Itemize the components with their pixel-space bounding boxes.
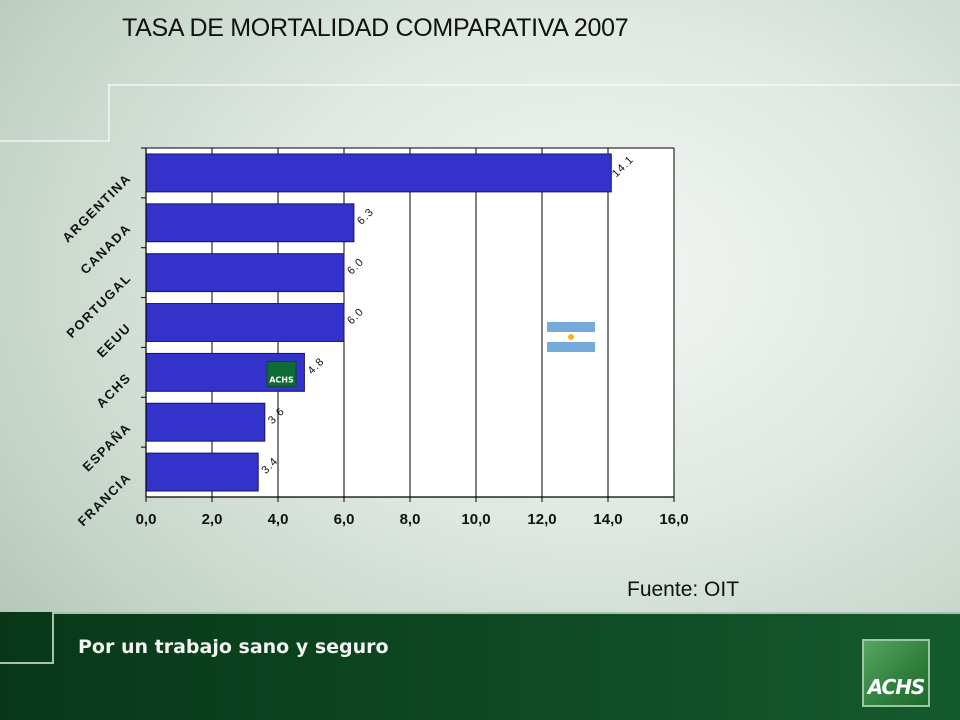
bar: [145, 253, 345, 293]
achs-badge-text: ACHS: [269, 375, 294, 384]
achs-badge: ACHS: [266, 360, 297, 387]
x-tick-label: 4,0: [268, 511, 289, 528]
bar: [145, 402, 266, 442]
bar: [145, 153, 612, 193]
decorative-line: [0, 140, 108, 142]
achs-badge-box: [266, 360, 297, 387]
flag-stripe-bottom: [547, 342, 595, 352]
source-note: Fuente: OIT: [627, 578, 740, 601]
category-label: ACHS: [93, 370, 134, 411]
achs-logo: ACHS: [862, 639, 930, 707]
x-tick-label: 2,0: [202, 511, 223, 528]
decorative-line: [108, 84, 110, 142]
argentina-flag: [547, 322, 595, 352]
x-tick-label: 16,0: [659, 511, 688, 528]
footer-tagline: Por un trabajo sano y seguro: [78, 636, 389, 658]
bar: [145, 303, 345, 342]
chart-title: TASA DE MORTALIDAD COMPARATIVA 2007: [122, 14, 629, 42]
x-tick-label: 12,0: [527, 511, 556, 528]
logo-text: ACHS: [867, 675, 926, 699]
flag-sun: [568, 334, 574, 340]
x-tick-label: 0,0: [136, 511, 157, 528]
footer-bar: Por un trabajo sano y seguro ACHS: [0, 612, 960, 720]
flag-stripe-top: [547, 322, 595, 332]
x-tick-label: 10,0: [461, 511, 490, 528]
bar: [145, 452, 259, 492]
category-label: ESPAÑA: [80, 420, 135, 475]
footer-decorative-line: [52, 612, 960, 614]
footer-decorative-line: [52, 612, 54, 662]
category-label: FRANCIA: [75, 470, 134, 529]
x-tick-label: 8,0: [400, 511, 421, 528]
bar: [145, 203, 355, 243]
x-tick-label: 6,0: [334, 511, 355, 528]
footer-decorative-line: [0, 662, 54, 664]
category-label: EEUU: [94, 320, 134, 360]
decorative-line: [108, 84, 960, 86]
x-tick-label: 14,0: [593, 511, 622, 528]
